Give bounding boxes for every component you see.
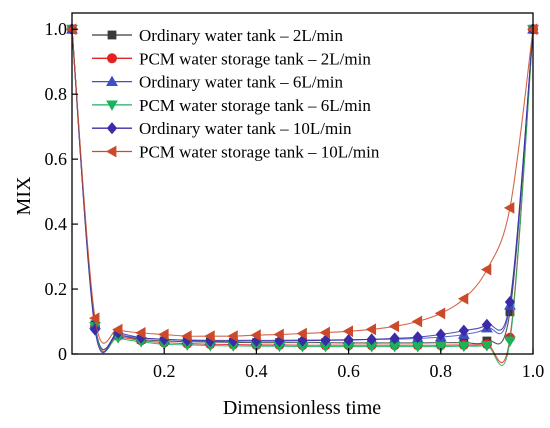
data-point	[227, 330, 238, 343]
data-point	[204, 330, 215, 343]
legend-item: PCM water storage tank – 6L/min	[92, 96, 371, 115]
y-tick-label: 0	[58, 344, 67, 364]
legend-marker	[106, 100, 118, 111]
y-tick-label: 0.4	[45, 214, 68, 234]
legend-marker	[106, 122, 118, 135]
data-point	[389, 332, 400, 345]
x-axis-title: Dimensionless time	[223, 397, 381, 419]
data-point	[181, 330, 192, 343]
data-point	[481, 318, 493, 331]
data-point	[320, 334, 331, 347]
series-layer	[65, 23, 539, 366]
legend: Ordinary water tank – 2L/min PCM water st…	[92, 26, 380, 162]
legend-marker	[106, 75, 118, 86]
data-point	[158, 328, 169, 341]
data-point	[504, 296, 516, 309]
data-point	[434, 307, 446, 320]
data-point	[504, 336, 516, 348]
legend-label: Ordinary water tank – 10L/min	[139, 119, 352, 138]
y-tick-label: 1.0	[45, 19, 68, 39]
data-point	[273, 328, 284, 341]
legend-item: Ordinary water tank – 6L/min	[92, 73, 343, 92]
data-point	[434, 342, 447, 353]
y-axis-title: MIX	[13, 176, 35, 215]
series-6	[65, 23, 538, 344]
x-tick-label: 1.0	[522, 361, 545, 381]
data-point	[296, 327, 307, 340]
data-point	[342, 325, 354, 338]
y-tick-label: 0.2	[45, 279, 68, 299]
y-tick-label: 0.6	[45, 149, 68, 169]
legend-marker	[107, 53, 118, 64]
x-tick-label: 0.4	[245, 361, 268, 381]
data-point	[388, 320, 400, 333]
plot-frame	[71, 12, 534, 355]
data-point	[365, 323, 377, 336]
x-tick-label: 0.8	[430, 361, 453, 381]
legend-item: Ordinary water tank – 2L/min	[92, 26, 343, 45]
legend-item: PCM water storage tank – 2L/min	[92, 49, 371, 68]
legend-label: Ordinary water tank – 6L/min	[139, 73, 343, 92]
data-point	[480, 263, 492, 276]
legend-item: PCM water storage tank – 10L/min	[92, 143, 380, 162]
legend-label: PCM water storage tank – 2L/min	[139, 49, 371, 68]
data-point	[319, 326, 330, 339]
legend-label: PCM water storage tank – 6L/min	[139, 96, 371, 115]
data-point	[458, 324, 469, 337]
data-point	[366, 333, 377, 346]
ticks-layer: 0.2 0.4 0.6 0.8 1.0 0 0.2 0.4 0.6 0.8 1.0	[45, 19, 545, 381]
data-point	[343, 334, 354, 347]
legend-marker	[105, 145, 117, 158]
data-point	[135, 327, 146, 339]
data-point	[89, 312, 100, 325]
legend-label: PCM water storage tank – 10L/min	[139, 143, 380, 162]
legend-marker	[107, 30, 117, 40]
data-point	[435, 328, 446, 341]
data-point	[457, 341, 470, 353]
data-point	[503, 201, 515, 214]
data-point	[481, 341, 493, 352]
legend-item: Ordinary water tank – 10L/min	[92, 119, 352, 138]
data-point	[411, 315, 423, 328]
data-point	[412, 331, 423, 344]
data-point	[457, 292, 469, 305]
data-point	[250, 329, 261, 342]
x-tick-label: 0.6	[337, 361, 360, 381]
data-point	[112, 323, 123, 336]
x-tick-label: 0.2	[153, 361, 176, 381]
legend-label: Ordinary water tank – 2L/min	[139, 26, 343, 45]
y-tick-label: 0.8	[45, 84, 68, 104]
